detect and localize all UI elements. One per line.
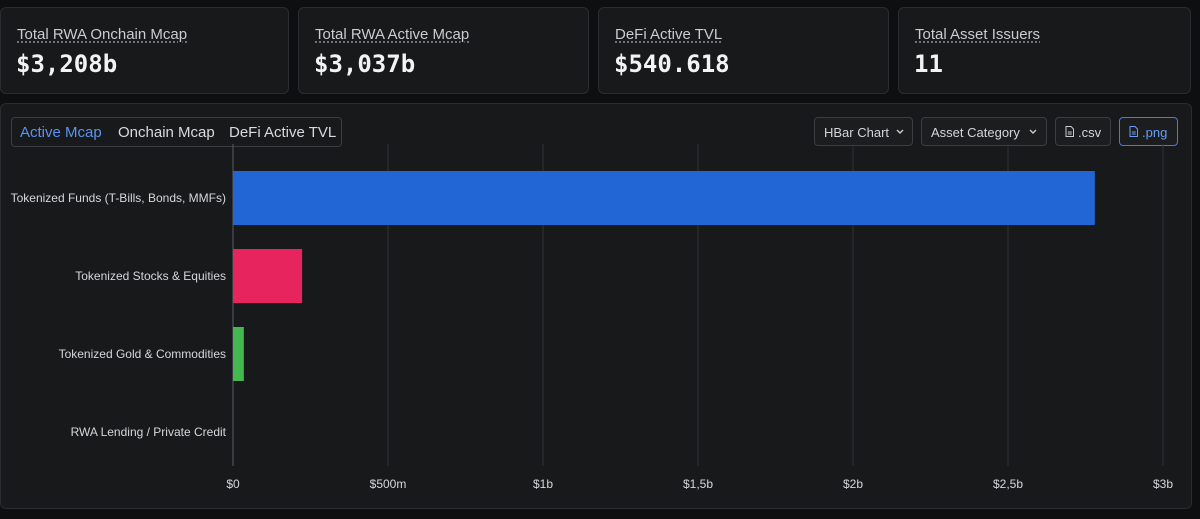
chart-panel: Active Mcap Onchain Mcap DeFi Active TVL… <box>0 103 1192 509</box>
stat-label[interactable]: DeFi Active TVL <box>615 26 723 43</box>
metric-tabs: Active Mcap Onchain Mcap DeFi Active TVL <box>11 117 342 147</box>
x-tick-label: $1,5b <box>683 477 713 491</box>
tab-defi-active-tvl[interactable]: DeFi Active TVL <box>229 124 337 141</box>
category-label: Tokenized Gold & Commodities <box>59 347 226 361</box>
tab-active-mcap[interactable]: Active Mcap <box>20 124 102 141</box>
x-tick-label: $1b <box>533 477 553 491</box>
file-icon <box>1065 126 1074 137</box>
bar[interactable] <box>233 171 1095 225</box>
stat-card-defi-tvl: DeFi Active TVL $540.618 <box>598 7 889 94</box>
bar[interactable] <box>233 249 303 303</box>
x-tick-label: $3b <box>1153 477 1173 491</box>
stat-card-asset-issuers: Total Asset Issuers 11 <box>898 7 1191 94</box>
chevron-down-icon <box>1029 129 1037 134</box>
x-tick-label: $2b <box>843 477 863 491</box>
export-png-label: .png <box>1142 125 1168 140</box>
export-csv-button[interactable]: .csv <box>1055 117 1111 146</box>
chart-type-label: HBar Chart <box>824 125 890 140</box>
category-label: RWA Lending / Private Credit <box>71 425 227 439</box>
group-by-select[interactable]: Asset Category <box>921 117 1047 146</box>
group-by-label: Asset Category <box>931 125 1020 140</box>
x-tick-label: $0 <box>226 477 240 491</box>
file-icon <box>1129 126 1138 137</box>
hbar-chart: $0 $500m $1b $1,5b $2b $2,5b $3b Tokenized Fund… <box>11 144 1173 491</box>
stat-label[interactable]: Total RWA Onchain Mcap <box>17 26 188 43</box>
tab-onchain-mcap[interactable]: Onchain Mcap <box>118 124 215 141</box>
stat-value: $3,208b <box>16 50 118 78</box>
stat-label[interactable]: Total Asset Issuers <box>915 26 1041 43</box>
export-csv-label: .csv <box>1078 125 1102 140</box>
bar[interactable] <box>233 327 244 381</box>
export-png-button[interactable]: .png <box>1119 117 1178 146</box>
stat-value: $540.618 <box>614 50 730 78</box>
stats-row: Total RWA Onchain Mcap $3,208b Total RWA… <box>0 7 1200 96</box>
stat-card-onchain-mcap: Total RWA Onchain Mcap $3,208b <box>0 7 289 94</box>
stat-label[interactable]: Total RWA Active Mcap <box>315 26 470 43</box>
category-label: Tokenized Stocks & Equities <box>75 269 226 283</box>
category-label: Tokenized Funds (T-Bills, Bonds, MMFs) <box>11 191 226 205</box>
stat-card-active-mcap: Total RWA Active Mcap $3,037b <box>298 7 589 94</box>
stat-value: 11 <box>914 50 943 78</box>
x-tick-label: $500m <box>370 477 407 491</box>
stat-value: $3,037b <box>314 50 416 78</box>
chevron-down-icon <box>896 129 904 134</box>
chart-type-select[interactable]: HBar Chart <box>814 117 913 146</box>
x-tick-label: $2,5b <box>993 477 1023 491</box>
